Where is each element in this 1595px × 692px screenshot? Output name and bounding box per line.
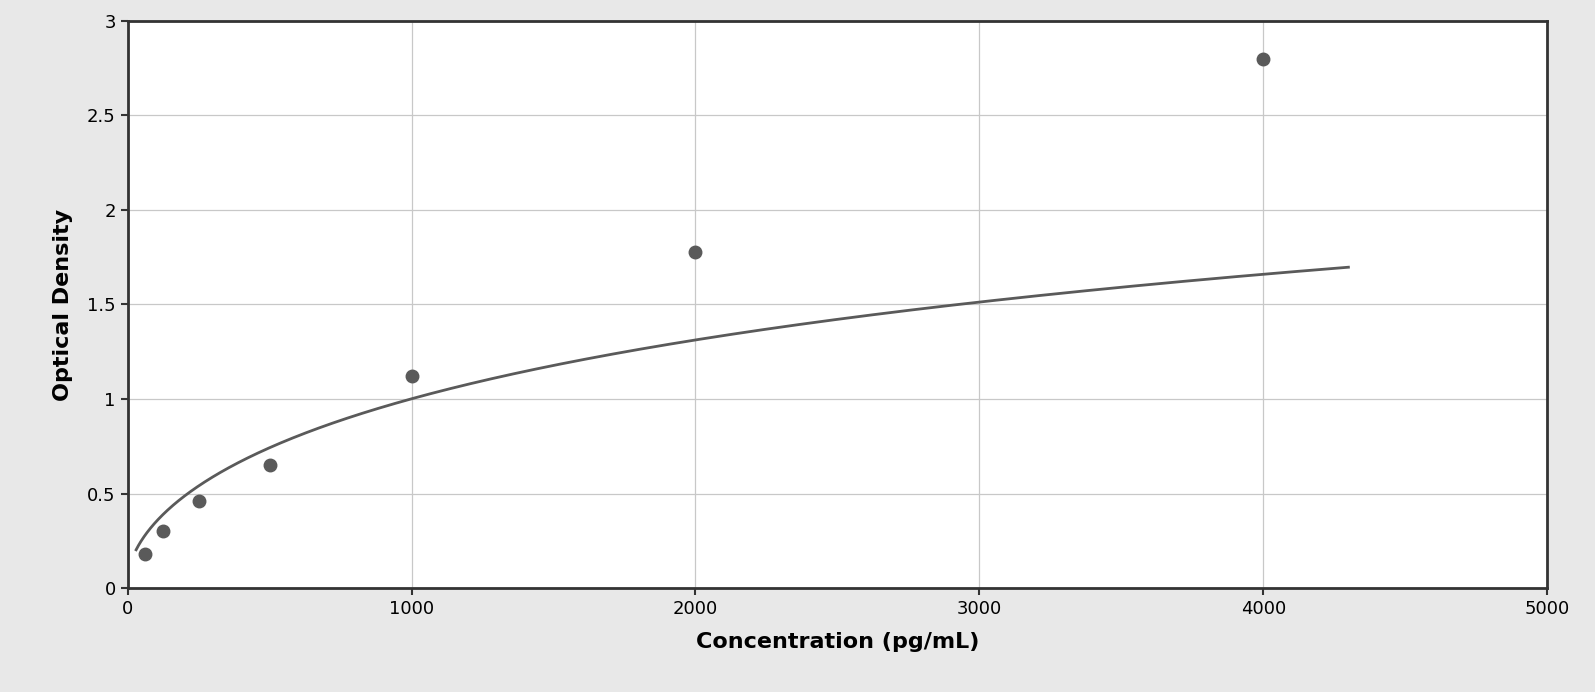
Point [185,495,211,507]
Point [150,526,175,537]
Point [132,549,158,560]
Point [257,459,282,471]
Point [399,371,424,382]
X-axis label: Concentration (pg/mL): Concentration (pg/mL) [695,632,979,652]
Point [1250,53,1276,64]
Point [683,246,708,257]
Y-axis label: Optical Density: Optical Density [53,208,73,401]
